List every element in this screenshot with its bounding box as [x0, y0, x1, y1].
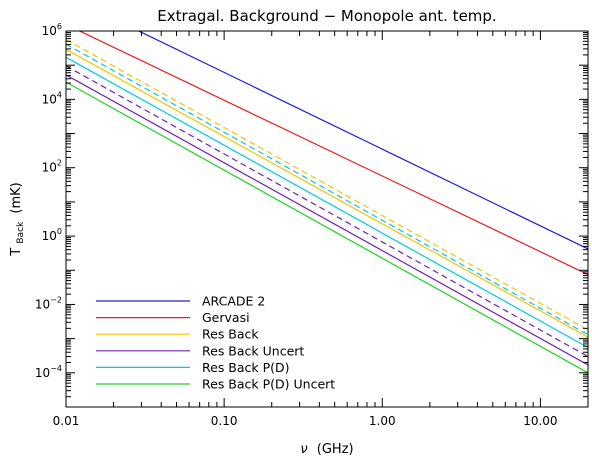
x-axis-unit: (GHz) — [317, 442, 354, 457]
x-tick-label-2: 1.00 — [369, 414, 396, 428]
legend-label-4: Res Back P(D) — [202, 360, 290, 375]
y-tick-label-5: 106 — [42, 22, 62, 38]
svg-text:ν (GHz): ν (GHz) — [300, 442, 353, 457]
y-tick-label-3: 102 — [42, 159, 62, 175]
y-axis-base: T — [9, 248, 24, 257]
x-axis-label: ν (GHz) — [300, 442, 353, 457]
chart-title: Extragal. Background − Monopole ant. tem… — [157, 7, 496, 25]
series-line-1 — [78, 31, 588, 276]
y-axis-unit: (mK) — [9, 182, 24, 213]
y-tick-exponent: −4 — [50, 364, 62, 373]
series-line-2 — [66, 48, 588, 338]
y-tick-exponent: 2 — [57, 159, 62, 168]
series-line-4 — [66, 43, 588, 336]
x-tick-label-1: 0.10 — [211, 414, 238, 428]
legend-label-1: Gervasi — [202, 310, 250, 325]
x-tick-label-3: 10.00 — [523, 414, 557, 428]
y-axis-label: T Back (mK) — [9, 182, 27, 256]
y-tick-base: 10 — [35, 297, 50, 311]
series-line-5 — [66, 56, 588, 349]
y-tick-base: 10 — [42, 24, 57, 38]
plot-frame — [65, 30, 589, 408]
y-tick-label-4: 104 — [42, 90, 62, 106]
y-tick-exponent: −2 — [50, 295, 62, 304]
legend-label-5: Res Back P(D) Uncert — [202, 377, 335, 392]
y-tick-exponent: 6 — [57, 22, 62, 31]
series-layer — [66, 31, 588, 374]
series-line-8 — [66, 81, 588, 374]
y-tick-label-1: 10−2 — [35, 295, 62, 311]
y-tick-base: 10 — [42, 229, 57, 243]
svg-text:T Back (mK): T Back (mK) — [9, 182, 27, 256]
y-tick-base: 10 — [42, 92, 57, 106]
x-axis-symbol: ν — [300, 442, 307, 457]
y-tick-exponent: 0 — [57, 227, 62, 236]
y-axis-subscript: Back — [16, 221, 26, 244]
legend-label-2: Res Back — [202, 327, 259, 342]
y-tick-base: 10 — [35, 366, 50, 380]
legend-label-0: ARCADE 2 — [202, 294, 265, 309]
series-line-0 — [137, 31, 588, 250]
series-line-7 — [66, 74, 588, 366]
y-tick-exponent: 4 — [57, 90, 62, 99]
legend-label-3: Res Back Uncert — [202, 343, 304, 358]
y-tick-label-0: 10−4 — [35, 364, 62, 380]
y-tick-label-2: 100 — [42, 227, 62, 243]
x-tick-label-0: 0.01 — [53, 414, 80, 428]
series-line-3 — [66, 39, 588, 331]
y-tick-base: 10 — [42, 161, 57, 175]
